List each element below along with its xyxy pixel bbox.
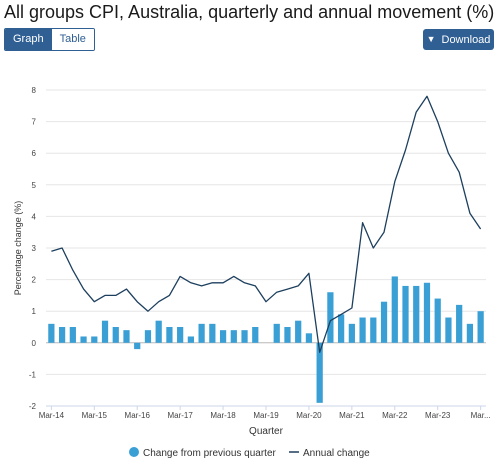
- quarterly-change-bar: [413, 285, 420, 343]
- x-tick-label: Mar-23: [425, 411, 451, 420]
- x-tick-label: Mar-18: [210, 411, 236, 420]
- quarterly-change-bar: [391, 276, 398, 343]
- quarterly-change-bar: [134, 342, 141, 350]
- view-toggle: Graph Table: [4, 28, 95, 51]
- y-tick-label: -1: [29, 370, 37, 379]
- y-tick-label: 4: [32, 212, 37, 221]
- legend-bar-label: Change from previous quarter: [143, 448, 277, 459]
- quarterly-change-bar: [370, 317, 377, 343]
- y-tick-label: 3: [32, 244, 37, 253]
- x-tick-label: Mar-17: [167, 411, 193, 420]
- y-tick-label: 0: [32, 339, 37, 348]
- quarterly-change-bar: [402, 285, 409, 343]
- quarterly-change-bar: [187, 336, 194, 343]
- quarterly-change-bar: [230, 330, 237, 343]
- quarterly-change-bar: [273, 323, 280, 343]
- download-button[interactable]: ▼ Download: [423, 29, 494, 50]
- quarterly-change-bar: [112, 327, 119, 343]
- y-tick-label: 2: [32, 276, 37, 285]
- quarterly-change-bar: [456, 304, 463, 343]
- quarterly-change-bar: [144, 330, 152, 343]
- x-tick-label: Mar-14: [39, 411, 65, 420]
- quarterly-change-bar: [316, 342, 323, 403]
- quarterly-change-bar: [69, 327, 76, 343]
- quarterly-change-bar: [123, 330, 130, 343]
- page-title: All groups CPI, Australia, quarterly and…: [4, 2, 495, 22]
- download-label: Download: [441, 33, 491, 46]
- quarterly-change-bar: [327, 292, 334, 343]
- quarterly-change-bar: [252, 327, 259, 343]
- quarterly-change-bar: [348, 323, 355, 343]
- quarterly-change-bar: [466, 323, 474, 343]
- quarterly-change-bar: [177, 327, 184, 343]
- quarterly-change-bar: [219, 330, 227, 343]
- y-tick-label: 1: [32, 307, 37, 316]
- x-tick-label: Mar-19: [253, 411, 279, 420]
- legend-line-label: Annual change: [303, 448, 370, 459]
- quarterly-change-bar: [305, 333, 313, 343]
- annual-change-line: [51, 95, 482, 353]
- x-tick-label: Mar-15: [82, 411, 108, 420]
- quarterly-change-bar: [284, 327, 291, 343]
- x-axis-title: Quarter: [249, 426, 284, 437]
- quarterly-change-bar: [445, 317, 452, 343]
- x-tick-label: Mar-21: [339, 411, 365, 420]
- quarterly-change-bar: [101, 320, 109, 343]
- y-axis-title: Percentage change (%): [13, 201, 23, 296]
- quarterly-change-bar: [241, 330, 248, 343]
- quarterly-change-bar: [359, 317, 366, 343]
- quarterly-change-bar: [58, 327, 66, 343]
- y-tick-label: 5: [32, 181, 37, 190]
- quarterly-change-bar: [166, 327, 173, 343]
- quarterly-change-bar: [155, 320, 162, 343]
- quarterly-change-bar: [477, 311, 484, 343]
- table-tab[interactable]: Table: [51, 29, 94, 50]
- x-tick-label: Mar-20: [296, 411, 322, 420]
- graph-tab[interactable]: Graph: [5, 29, 52, 50]
- quarterly-change-bar: [380, 301, 388, 343]
- x-tick-label: Mar-16: [125, 411, 151, 420]
- x-tick-label: Mar-22: [382, 411, 408, 420]
- quarterly-change-bar: [295, 320, 302, 343]
- chevron-down-icon: ▼: [426, 34, 436, 44]
- y-tick-label: 7: [32, 118, 37, 127]
- quarterly-change-bar: [80, 336, 87, 343]
- y-tick-label: -2: [29, 402, 37, 411]
- quarterly-change-bar: [423, 282, 431, 343]
- quarterly-change-bar: [48, 323, 55, 343]
- y-tick-label: 8: [32, 86, 37, 95]
- quarterly-change-bar: [209, 323, 216, 343]
- quarterly-change-bar: [338, 314, 345, 343]
- legend-bar-marker: [129, 447, 139, 457]
- quarterly-change-bar: [198, 323, 205, 343]
- x-tick-label: Mar...: [471, 411, 491, 420]
- quarterly-change-bar: [91, 336, 98, 343]
- y-tick-label: 6: [32, 149, 37, 158]
- quarterly-change-bar: [434, 298, 441, 343]
